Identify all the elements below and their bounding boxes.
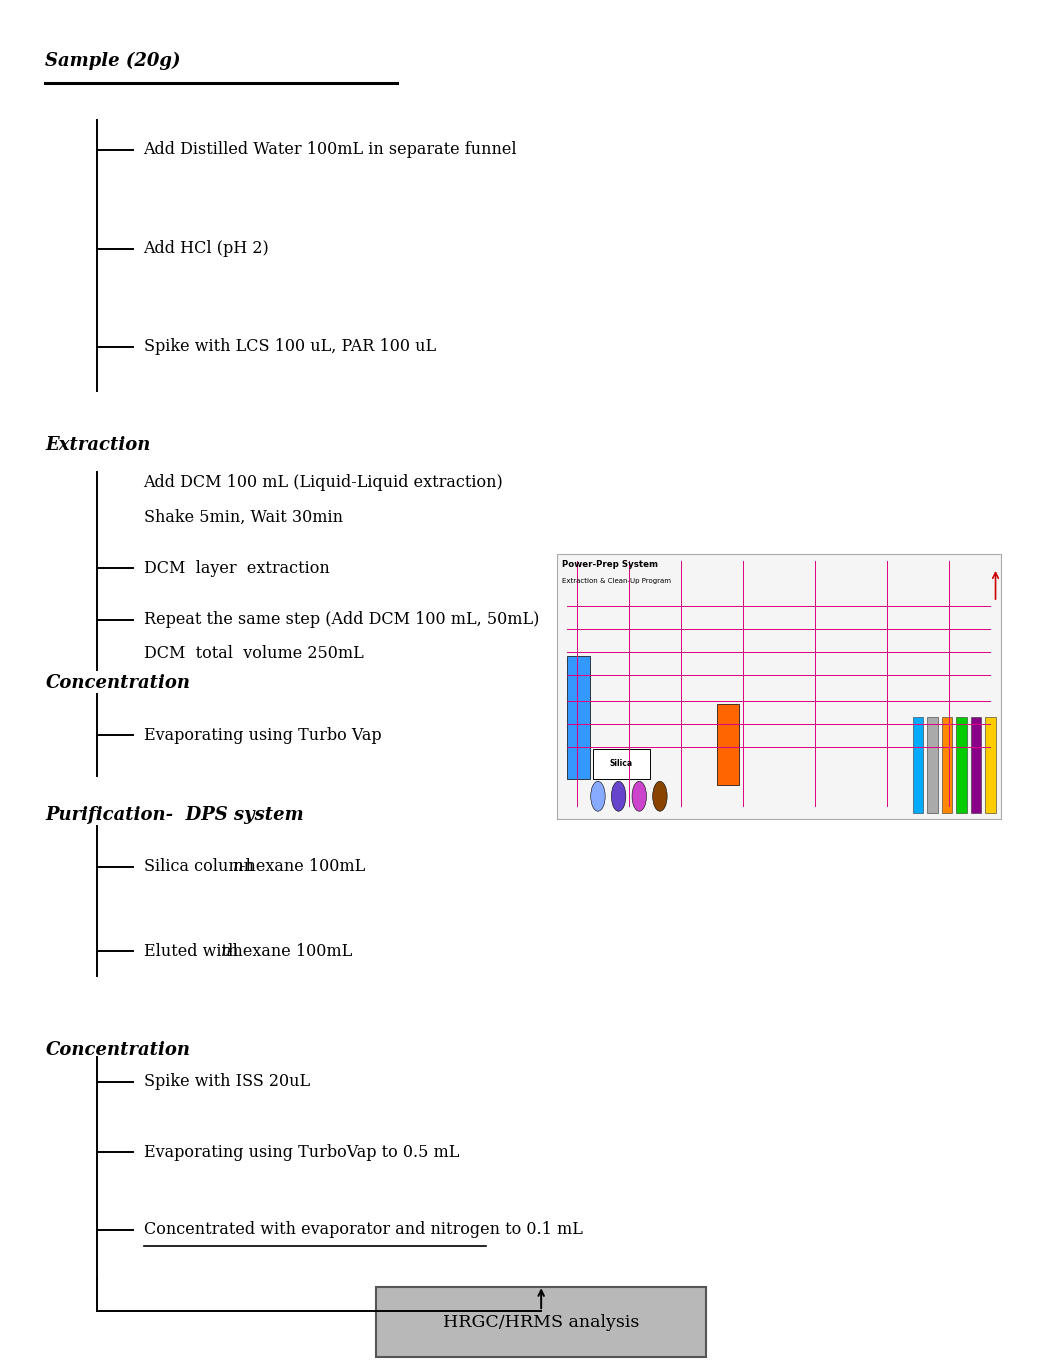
Text: Add DCM 100 mL (Liquid-Liquid extraction): Add DCM 100 mL (Liquid-Liquid extraction…: [144, 474, 504, 491]
Text: Eluted with: Eluted with: [144, 943, 244, 960]
FancyBboxPatch shape: [957, 718, 967, 812]
Text: Evaporating using Turbo Vap: Evaporating using Turbo Vap: [144, 727, 381, 744]
Text: Extraction: Extraction: [46, 436, 151, 454]
Text: DCM  total  volume 250mL: DCM total volume 250mL: [144, 645, 363, 662]
Text: Silica: Silica: [610, 759, 633, 768]
FancyBboxPatch shape: [376, 1286, 707, 1357]
Text: Power-Prep System: Power-Prep System: [562, 560, 658, 569]
Text: Concentrated with evaporator and nitrogen to 0.1 mL: Concentrated with evaporator and nitroge…: [144, 1221, 583, 1239]
Text: DCM  layer  extraction: DCM layer extraction: [144, 559, 329, 577]
FancyBboxPatch shape: [592, 749, 650, 779]
FancyBboxPatch shape: [942, 718, 953, 812]
FancyBboxPatch shape: [971, 718, 981, 812]
Text: Purification-  DPS system: Purification- DPS system: [46, 805, 304, 824]
Text: n: n: [221, 943, 231, 960]
Ellipse shape: [653, 782, 667, 811]
FancyBboxPatch shape: [557, 555, 1000, 819]
FancyBboxPatch shape: [928, 718, 938, 812]
Ellipse shape: [611, 782, 626, 811]
FancyBboxPatch shape: [985, 718, 995, 812]
Text: Concentration: Concentration: [46, 1040, 191, 1059]
Ellipse shape: [590, 782, 605, 811]
Text: Add Distilled Water 100mL in separate funnel: Add Distilled Water 100mL in separate fu…: [144, 141, 517, 159]
Text: Silica column: Silica column: [144, 858, 259, 875]
Text: Extraction & Clean-Up Program: Extraction & Clean-Up Program: [562, 577, 670, 584]
Ellipse shape: [632, 782, 646, 811]
FancyBboxPatch shape: [567, 656, 589, 779]
Text: Sample (20g): Sample (20g): [46, 52, 181, 70]
Text: -hexane 100mL: -hexane 100mL: [240, 858, 365, 875]
Text: HRGC/HRMS analysis: HRGC/HRMS analysis: [443, 1314, 639, 1330]
Text: Add HCl (pH 2): Add HCl (pH 2): [144, 241, 270, 257]
Text: Repeat the same step (Add DCM 100 mL, 50mL): Repeat the same step (Add DCM 100 mL, 50…: [144, 611, 539, 629]
FancyBboxPatch shape: [716, 704, 739, 786]
FancyBboxPatch shape: [913, 718, 923, 812]
Text: -hexane 100mL: -hexane 100mL: [227, 943, 353, 960]
Text: Shake 5min, Wait 30min: Shake 5min, Wait 30min: [144, 510, 342, 526]
Text: Spike with LCS 100 uL, PAR 100 uL: Spike with LCS 100 uL, PAR 100 uL: [144, 338, 436, 355]
Text: Evaporating using TurboVap to 0.5 mL: Evaporating using TurboVap to 0.5 mL: [144, 1144, 459, 1161]
Text: Concentration: Concentration: [46, 674, 191, 692]
Text: Spike with ISS 20uL: Spike with ISS 20uL: [144, 1073, 310, 1089]
Text: n: n: [233, 858, 244, 875]
